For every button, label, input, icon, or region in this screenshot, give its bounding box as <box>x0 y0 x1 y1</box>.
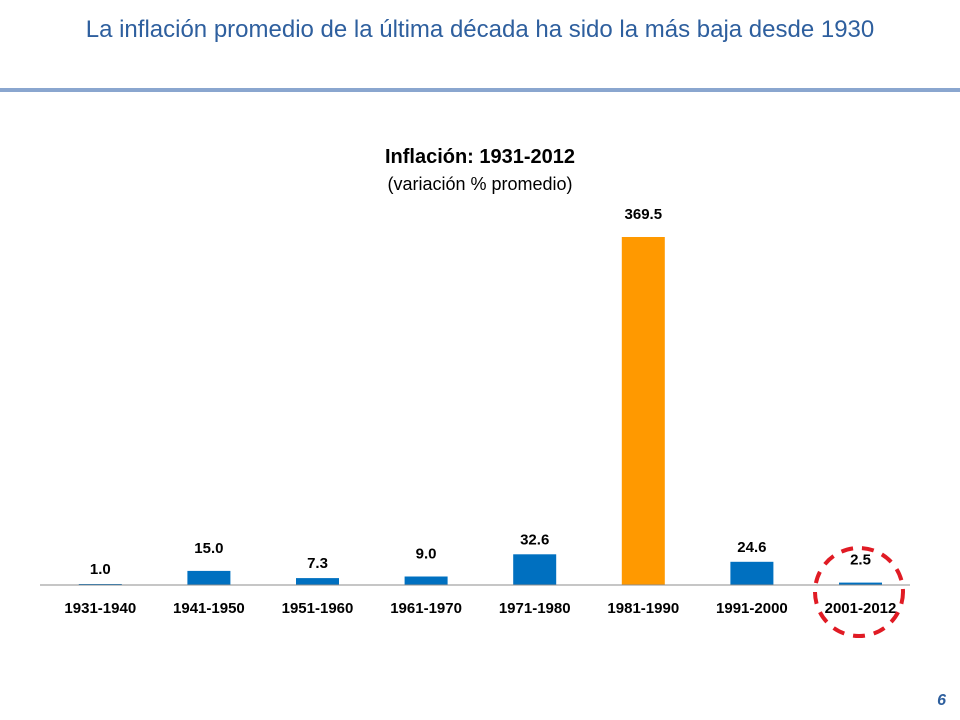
chart-subtitle: (variación % promedio) <box>387 174 573 194</box>
bar-1991-2000 <box>730 561 774 585</box>
category-label-1971-1980: 1971-1980 <box>499 600 571 617</box>
bar-1971-1980 <box>513 554 557 585</box>
value-label-1961-1970: 9.0 <box>416 546 437 563</box>
chart-title: Inflación: 1931-2012 <box>384 146 576 168</box>
bars-group <box>78 237 882 585</box>
value-label-1931-1940: 1.0 <box>90 561 111 578</box>
value-label-1981-1990: 369.5 <box>625 206 663 223</box>
category-label-1961-1970: 1961-1970 <box>390 600 462 617</box>
value-label-1951-1960: 7.3 <box>307 555 328 572</box>
slide-title: La inflación promedio de la última décad… <box>85 16 875 43</box>
title-divider <box>0 88 960 92</box>
labels-group: 1.0 1931-1940 15.0 1941-1950 7.3 1951-1960 9.0… <box>64 206 896 617</box>
value-label-1991-2000: 24.6 <box>737 539 766 556</box>
category-label-1931-1940: 1931-1940 <box>64 600 136 617</box>
bar-1941-1950 <box>187 570 231 585</box>
category-label-1941-1950: 1941-1950 <box>173 600 245 617</box>
bar-1961-1970 <box>404 576 448 585</box>
bar-2001-2012 <box>839 582 882 585</box>
page-number: 6 <box>937 692 946 709</box>
category-label-1991-2000: 1991-2000 <box>716 600 788 617</box>
bar-1981-1990 <box>621 237 665 585</box>
category-label-2001-2012: 2001-2012 <box>825 600 897 617</box>
highlight-circle <box>813 546 905 638</box>
category-label-1981-1990: 1981-1990 <box>607 600 679 617</box>
value-label-2001-2012: 2.5 <box>850 552 871 569</box>
bar-1951-1960 <box>296 578 339 585</box>
category-label-1951-1960: 1951-1960 <box>282 600 354 617</box>
value-label-1941-1950: 15.0 <box>194 540 223 557</box>
value-label-1971-1980: 32.6 <box>520 531 549 548</box>
